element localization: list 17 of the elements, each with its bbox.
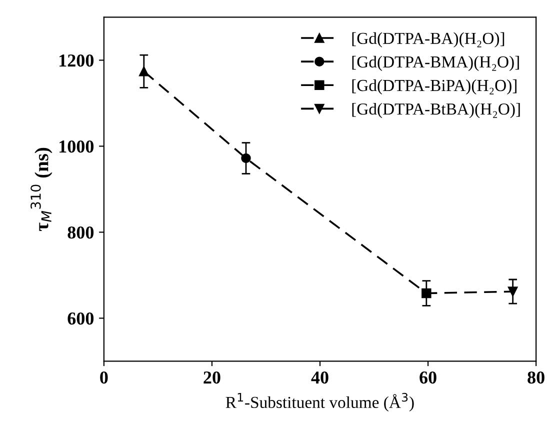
y-tick-label: 600 [68,312,94,325]
x-tick-label: 20 [204,371,220,384]
legend-label: [Gd(DTPA-BtBA)(H₂O)] [352,102,520,118]
x-tick-label: 40 [311,371,328,384]
point [241,153,251,164]
x-tick-label: 80 [528,371,544,384]
x-axis-title: R$^{1}$-Substituent volume (Å$^{3}$) [226,392,414,412]
y-tick-label: 800 [68,226,94,239]
y-axis-title: τ$_{M}$$^{310}$ (ns) [30,148,52,232]
legend-label: [Gd(DTPA-BiPA)(H₂O)] [352,79,516,95]
point [422,288,432,298]
x-tick-label: 60 [420,371,436,384]
y-tick-label: 1000 [60,140,94,153]
x-tick-label: 0 [100,371,108,384]
legend-label: [Gd(DTPA-BMA)(H₂O)] [352,56,519,71]
y-tick-label: 1200 [60,54,94,67]
legend-label: [Gd(DTPA-BA)(H₂O)] [352,32,504,48]
